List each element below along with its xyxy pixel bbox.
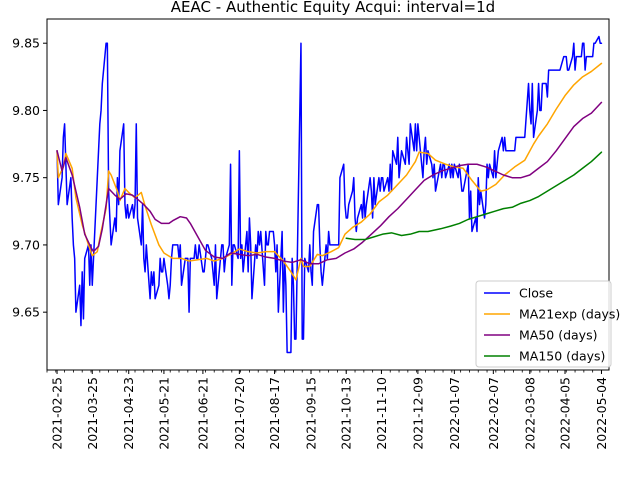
x-tick-label: 2022-03-08: [522, 377, 537, 450]
y-axis: 9.65 9.70 9.75 9.80 9.85: [12, 36, 47, 320]
series-line-3: [56, 101, 603, 265]
legend-label-3: MA50 (days): [519, 328, 597, 343]
x-tick-label: 2022-01-07: [447, 377, 462, 450]
x-tick-label: 2021-07-20: [232, 377, 247, 450]
y-tick-label: 9.70: [12, 237, 40, 252]
x-tick-label: 2022-05-04: [594, 377, 609, 450]
y-tick-label: 9.85: [12, 36, 40, 51]
legend-label-1: Close: [519, 286, 553, 301]
legend-box: [475, 280, 612, 368]
x-tick-label: 2021-04-23: [121, 377, 136, 450]
x-tick-label: 2021-05-21: [156, 377, 171, 450]
y-tick-label: 9.80: [12, 103, 40, 118]
x-tick-label: 2021-02-25: [50, 377, 65, 450]
x-tick-label: 2022-04-05: [557, 377, 572, 450]
legend-label-2: MA21exp (days): [519, 307, 620, 322]
chart-title: AEAC - Authentic Equity Acqui: interval=…: [171, 0, 495, 16]
x-tick-label: 2021-06-21: [195, 377, 210, 450]
x-tick-label: 2021-03-25: [85, 377, 100, 450]
y-tick-label: 9.65: [12, 305, 40, 320]
x-tick-label: 2022-02-07: [486, 377, 501, 450]
x-tick-label: 2021-11-10: [374, 377, 389, 450]
plot-frame: [46, 18, 610, 371]
x-tick-label: 2021-08-17: [267, 377, 282, 450]
legend: Close MA21exp (days) MA50 (days) MA150 (day…: [475, 280, 620, 368]
x-tick-label: 2021-09-15: [304, 377, 319, 450]
x-axis: 2021-02-25 2021-03-25 2021-04-23 2021-05-21…: [46, 370, 609, 450]
x-tick-label: 2021-12-09: [410, 377, 425, 450]
x-tick-label: 2021-10-13: [339, 377, 354, 450]
series-line-2: [56, 62, 603, 281]
series-layer: [56, 35, 603, 354]
plot-area: [46, 18, 610, 371]
series-line-1: [56, 35, 603, 354]
y-tick-label: 9.75: [12, 170, 40, 185]
series-line-4: [345, 151, 603, 241]
legend-label-4: MA150 (days): [519, 349, 605, 364]
